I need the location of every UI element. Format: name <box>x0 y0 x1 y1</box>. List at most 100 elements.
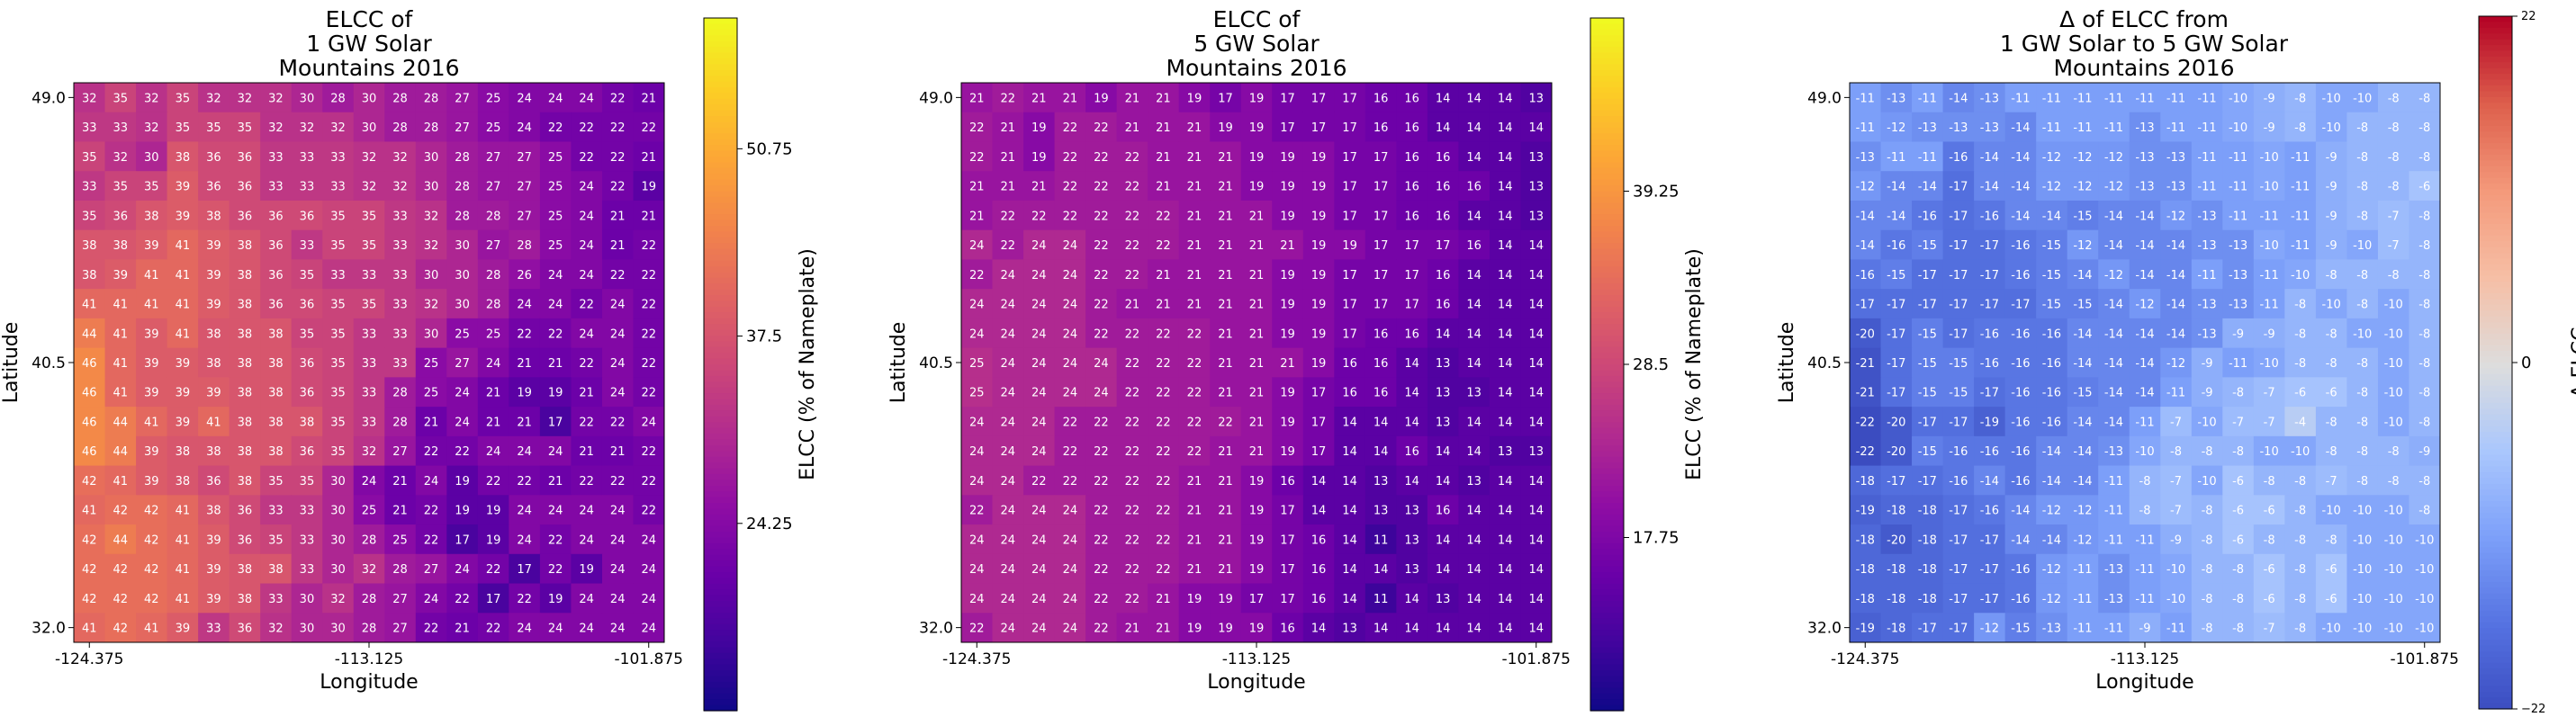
heatmap-cell <box>1912 407 1944 437</box>
colorbar-segment <box>2479 166 2512 173</box>
heatmap-cell <box>633 407 665 437</box>
heatmap-cell <box>571 377 603 408</box>
heatmap-cell <box>1302 259 1335 290</box>
heatmap-cell <box>1396 141 1428 172</box>
colorbar-segment <box>2479 437 2512 444</box>
cell-value-label: 14 <box>1466 121 1482 135</box>
heatmap-cell <box>601 495 634 525</box>
cell-value-label: 33 <box>392 357 408 371</box>
heatmap-cell <box>2284 435 2317 467</box>
cell-value-label: 36 <box>300 445 315 459</box>
cell-value-label: -16 <box>2011 387 2030 400</box>
cell-value-label: 14 <box>1436 533 1451 547</box>
colorbar-segment <box>704 335 737 342</box>
cell-value-label: 17 <box>1404 239 1419 253</box>
cell-value-label: 41 <box>82 505 97 518</box>
heatmap-cell <box>1458 318 1491 349</box>
heatmap-cell <box>1085 377 1118 408</box>
heatmap-cell <box>1942 141 1975 172</box>
cell-value-label: -10 <box>2353 327 2372 341</box>
heatmap-cell <box>415 259 447 290</box>
colorbar-segment <box>704 485 737 492</box>
heatmap-cell <box>2036 553 2068 585</box>
colorbar-segment <box>1590 704 1624 712</box>
heatmap-cell <box>1302 229 1335 260</box>
cell-value-label: -14 <box>2011 505 2030 518</box>
heatmap-cell <box>2253 613 2285 643</box>
cell-value-label: -11 <box>2291 151 2310 165</box>
cell-value-label: 33 <box>300 151 315 165</box>
colorbar-segment <box>704 456 737 463</box>
cell-value-label: -8 <box>2418 357 2430 371</box>
cell-value-label: 22 <box>1125 327 1140 341</box>
cell-value-label: 24 <box>969 475 985 488</box>
cell-value-label: -14 <box>2166 239 2185 253</box>
cell-value-label: 30 <box>330 505 346 518</box>
heatmap-cell <box>384 112 417 142</box>
heatmap-cell <box>477 583 509 614</box>
heatmap-cell <box>601 377 634 408</box>
heatmap-cell <box>509 259 541 290</box>
cell-value-label: 21 <box>1001 121 1016 135</box>
heatmap-cell <box>291 435 323 467</box>
heatmap-cell <box>1210 259 1242 290</box>
heatmap-cell <box>198 524 230 555</box>
cell-value-label: 21 <box>1187 121 1202 135</box>
colorbar-segment <box>1590 387 1624 394</box>
colorbar-segment <box>704 341 737 348</box>
cell-value-label: -10 <box>2259 151 2278 165</box>
heatmap-cell <box>1942 377 1975 408</box>
heatmap-cell <box>2346 141 2379 172</box>
heatmap-cell <box>1880 112 1913 142</box>
heatmap-cell <box>1116 83 1148 113</box>
cell-value-label: 24 <box>517 533 532 547</box>
cell-value-label: 22 <box>1094 593 1109 606</box>
heatmap-cell <box>1427 524 1459 555</box>
heatmap-cell <box>1458 583 1491 614</box>
heatmap-cell <box>1302 347 1335 378</box>
heatmap-cell <box>1178 83 1211 113</box>
colorbar-segment <box>2479 194 2512 202</box>
cell-value-label: 19 <box>1311 181 1327 194</box>
heatmap-cell <box>322 583 355 614</box>
heatmap-cell <box>1116 229 1148 260</box>
cell-value-label: -17 <box>1887 387 1905 400</box>
heatmap-cell <box>384 83 417 113</box>
heatmap-cell <box>260 407 293 437</box>
heatmap-cell <box>1178 318 1211 349</box>
heatmap-cell <box>1396 112 1428 142</box>
colorbar-segment <box>1590 29 1624 36</box>
colorbar-segment <box>1590 167 1624 175</box>
heatmap-cell <box>2129 377 2161 408</box>
heatmap-cell <box>2409 83 2441 113</box>
heatmap-cell <box>198 171 230 202</box>
cell-value-label: -11 <box>2104 92 2123 105</box>
cell-value-label: 24 <box>548 92 563 105</box>
heatmap-cell <box>571 553 603 585</box>
cell-value-label: 19 <box>486 533 501 547</box>
heatmap-cell <box>2377 613 2409 643</box>
heatmap-cell <box>601 259 634 290</box>
cell-value-label: -20 <box>1887 416 1905 429</box>
cell-value-label: 24 <box>610 563 626 577</box>
heatmap-cell <box>2160 465 2193 496</box>
cell-value-label: -18 <box>1918 563 1937 577</box>
heatmap-cell <box>2004 495 2037 525</box>
cell-value-label: -16 <box>2011 357 2030 371</box>
heatmap-cell <box>2191 259 2223 290</box>
heatmap-cell <box>1396 83 1428 113</box>
heatmap-cell <box>322 613 355 643</box>
heatmap-cell <box>415 435 447 467</box>
cell-value-label: 22 <box>969 623 985 636</box>
heatmap-cell <box>260 171 293 202</box>
heatmap-cell <box>415 289 447 319</box>
cell-value-label: -12 <box>2104 181 2123 194</box>
heatmap-cell <box>477 377 509 408</box>
heatmap-cell <box>1085 259 1118 290</box>
heatmap-cell <box>1427 200 1459 231</box>
cell-value-label: 14 <box>1498 505 1513 518</box>
heatmap-cell <box>1054 171 1086 202</box>
colorbar-segment <box>1590 427 1624 435</box>
heatmap-cell <box>1272 112 1304 142</box>
cell-value-label: 36 <box>238 505 253 518</box>
